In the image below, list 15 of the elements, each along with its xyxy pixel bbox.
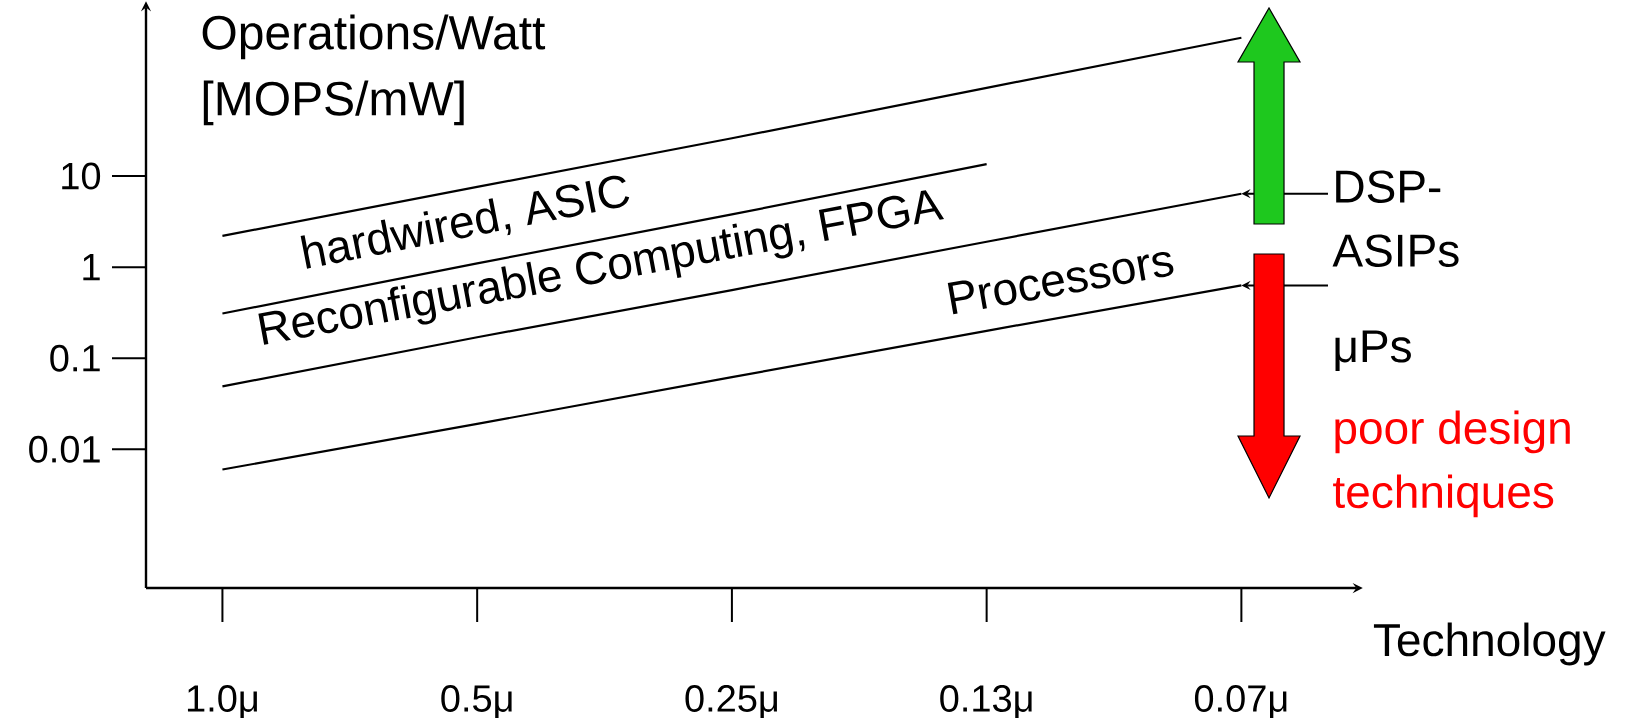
- annotation: DSP-ASIPs: [1332, 170, 1459, 267]
- x-tick-label: 0.13μ: [940, 685, 1032, 718]
- annotation: μPs: [1335, 330, 1411, 371]
- annotation: poor design techniques: [1333, 410, 1570, 518]
- x-axis-title: Technology: [1373, 622, 1606, 666]
- y-tick-label: 0.1: [50, 344, 100, 372]
- y-axis-title: Operations/Watt [MOPS/mW]: [202, 14, 546, 126]
- y-tick-label: 1: [83, 254, 100, 281]
- x-tick-label: 0.5μ: [441, 685, 512, 718]
- y-tick-label: 0.01: [29, 435, 100, 463]
- x-tick-label: 0.25μ: [685, 685, 778, 718]
- legend-label: Processors: [947, 251, 1174, 315]
- x-tick-label: 0.07μ: [1194, 685, 1287, 718]
- x-tick-label: 1.0μ: [187, 685, 257, 718]
- y-tick-label: 10: [62, 162, 101, 190]
